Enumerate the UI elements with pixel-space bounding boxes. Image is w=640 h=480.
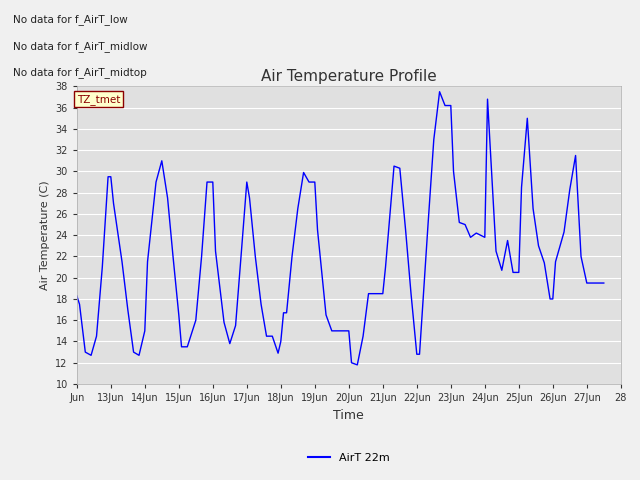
Text: No data for f_AirT_midtop: No data for f_AirT_midtop [13,67,147,78]
Text: TZ_tmet: TZ_tmet [77,94,120,105]
Text: No data for f_AirT_midlow: No data for f_AirT_midlow [13,41,147,52]
X-axis label: Time: Time [333,408,364,421]
Legend: AirT 22m: AirT 22m [303,449,394,468]
Title: Air Temperature Profile: Air Temperature Profile [261,69,436,84]
Y-axis label: Air Temperature (C): Air Temperature (C) [40,180,50,290]
Text: No data for f_AirT_low: No data for f_AirT_low [13,14,127,25]
